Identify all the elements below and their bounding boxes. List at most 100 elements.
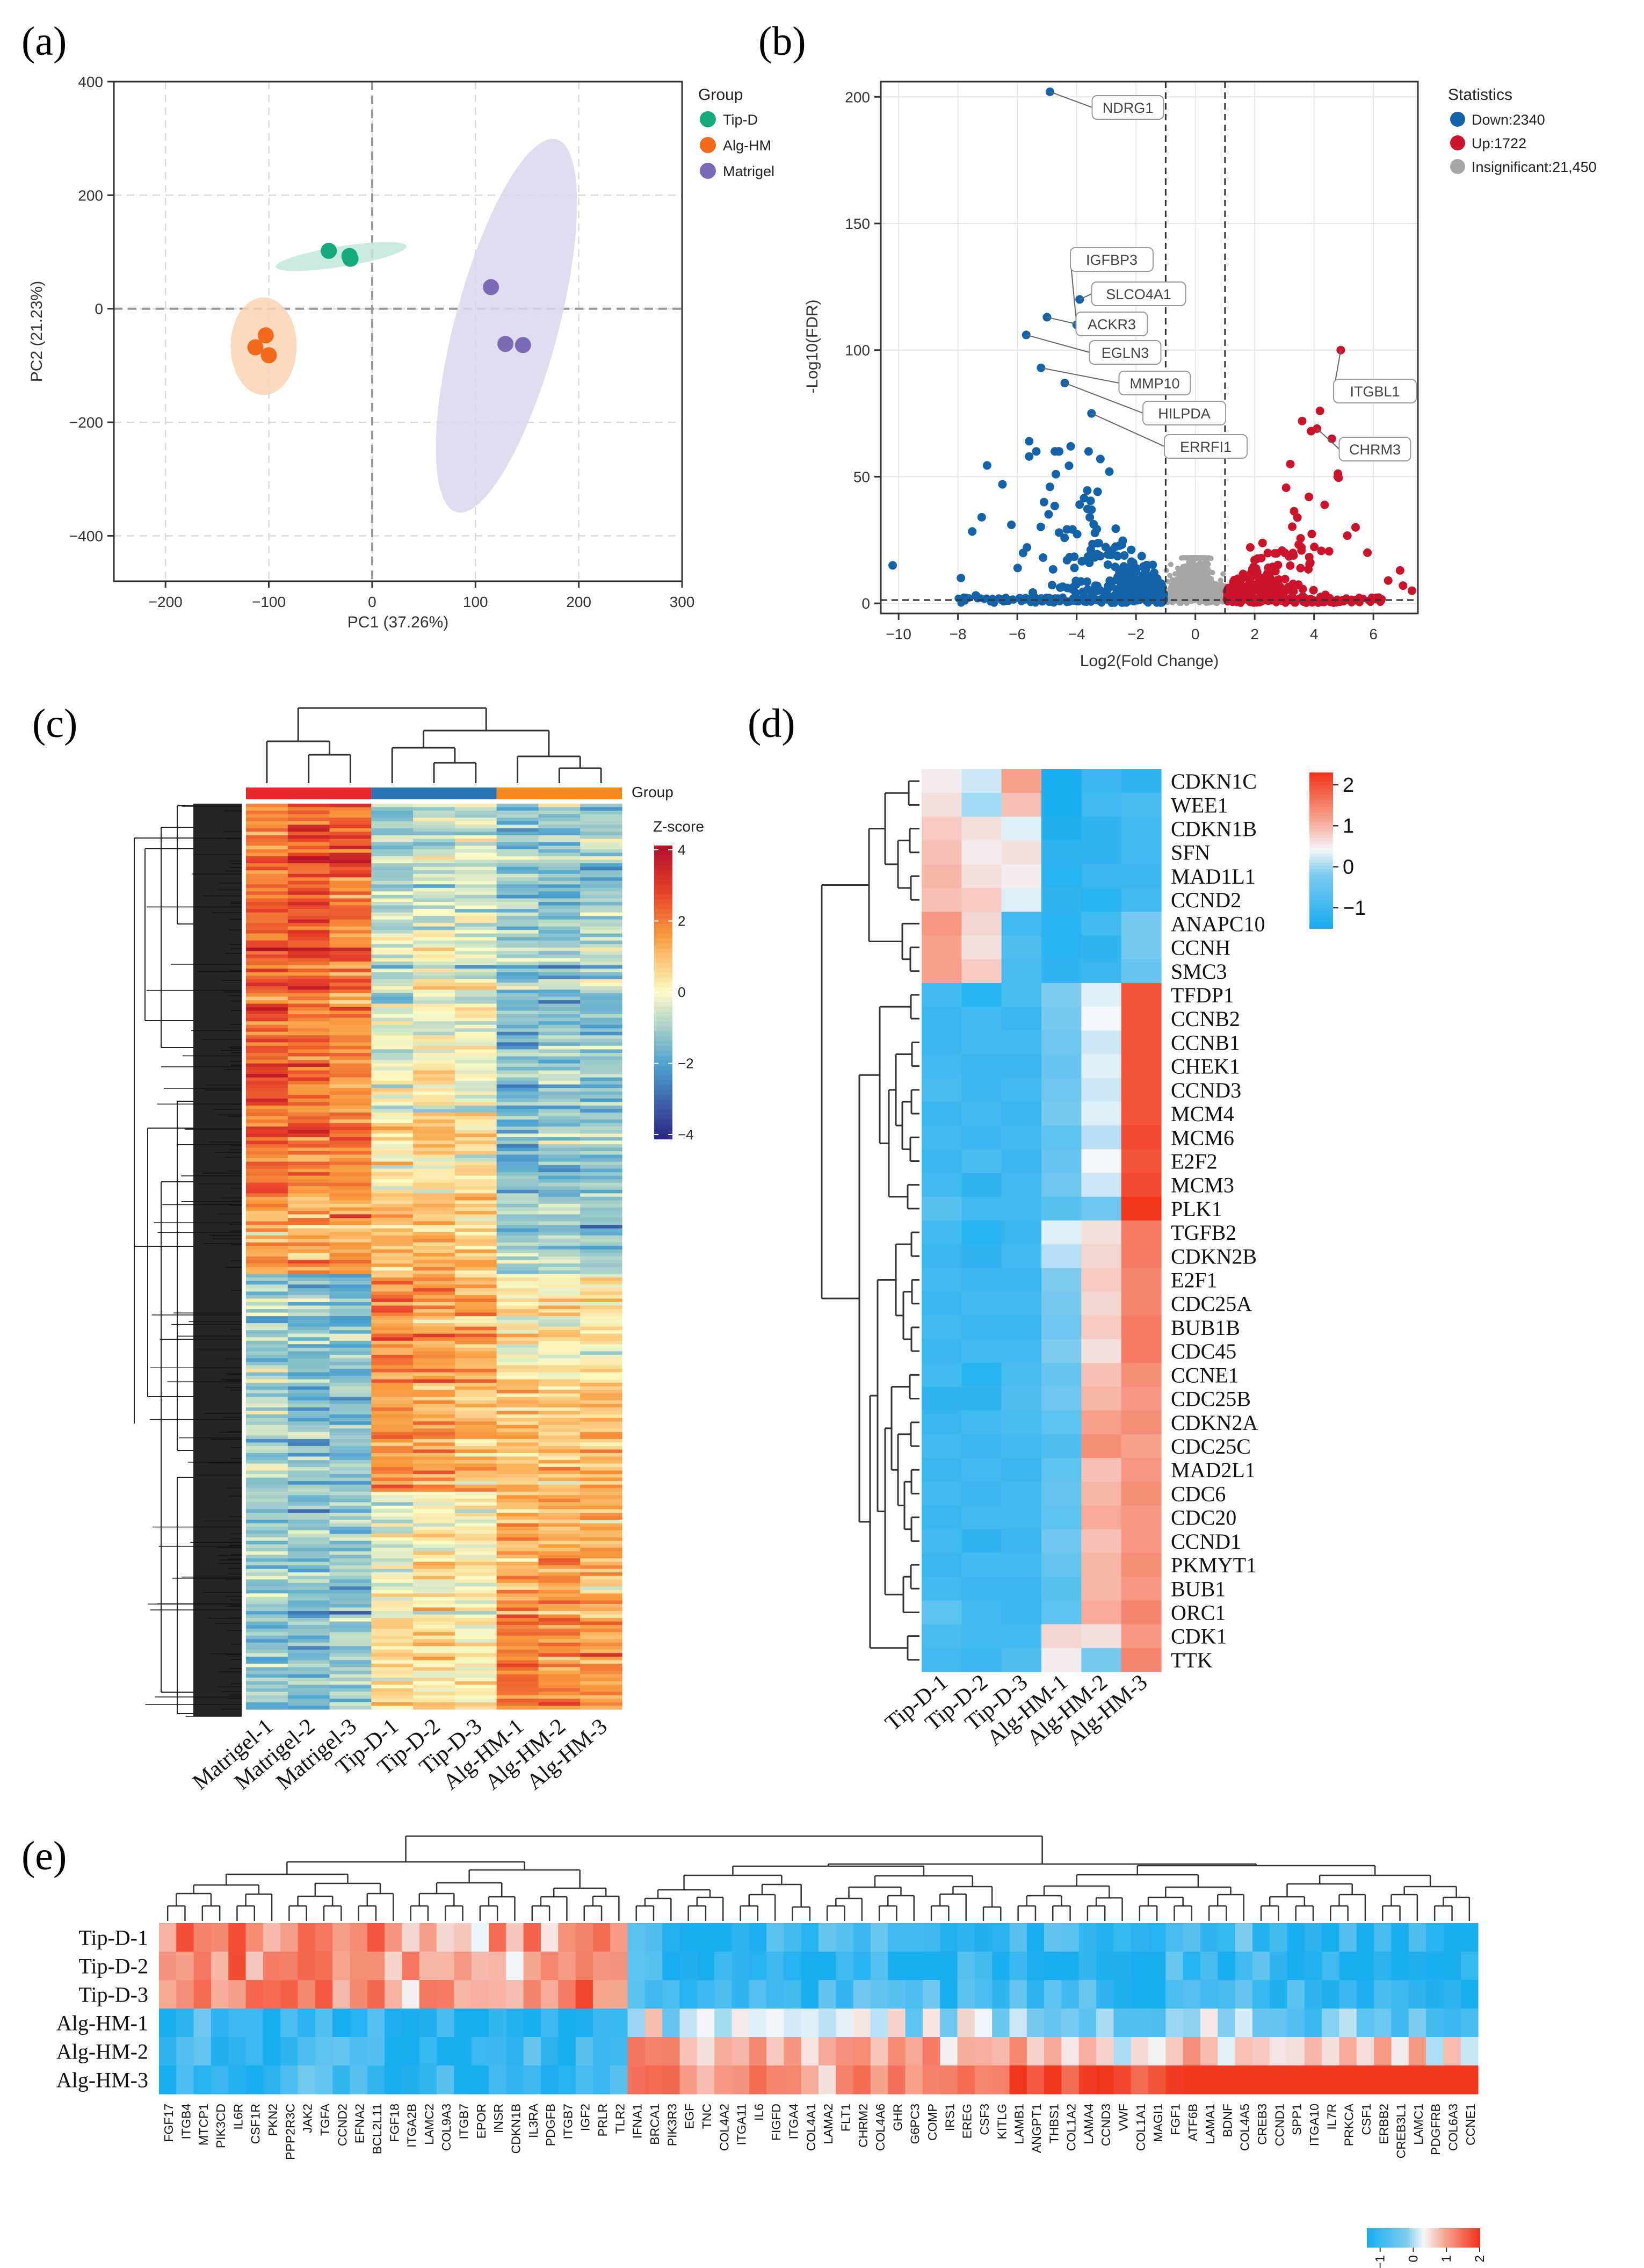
c-heatmap-cell <box>454 1235 497 1239</box>
c-heatmap-cell <box>538 1470 581 1475</box>
c-heatmap-cell <box>580 1674 622 1678</box>
c-heatmap-cell <box>454 1653 497 1657</box>
c-heatmap-cell <box>287 993 330 998</box>
panel-e-heatmap: Tip-D-1Tip-D-2Tip-D-3Alg-HM-1Alg-HM-2Alg… <box>56 1835 1487 2268</box>
c-heatmap-cell <box>329 835 372 839</box>
c-heatmap-cell <box>329 912 372 916</box>
c-heatmap-cell <box>413 1330 455 1334</box>
d-heatmap-cell <box>1121 983 1162 1007</box>
d-heatmap-cell <box>1121 1410 1162 1435</box>
c-heatmap-cell <box>246 1653 288 1657</box>
d-row-dendrogram <box>821 780 919 1661</box>
d-heatmap-cell <box>1041 1007 1082 1031</box>
c-heatmap-cell <box>371 894 414 899</box>
c-heatmap-cell <box>329 884 372 889</box>
c-heatmap-cell <box>413 1119 455 1124</box>
c-heatmap-cell <box>287 1333 330 1338</box>
c-heatmap-cell <box>538 1699 581 1703</box>
d-heatmap-cell <box>1081 1482 1122 1506</box>
c-heatmap-cell <box>329 1091 372 1095</box>
c-heatmap-cell <box>413 1597 455 1601</box>
c-heatmap-cell <box>454 1474 497 1478</box>
c-heatmap-cell <box>329 1288 372 1292</box>
c-heatmap-cell <box>413 919 455 923</box>
c-heatmap-cell <box>538 1442 581 1447</box>
c-heatmap-cell <box>496 1028 539 1032</box>
d-heatmap-cell <box>961 1315 1002 1340</box>
c-heatmap-cell <box>246 1551 288 1556</box>
c-heatmap-cell <box>287 1639 330 1643</box>
c-heatmap-cell <box>246 1439 288 1443</box>
c-heatmap-cell <box>287 1505 330 1510</box>
c-heatmap-cell <box>454 1600 497 1605</box>
c-heatmap-cell <box>246 1467 288 1471</box>
c-heatmap-cell <box>496 821 539 825</box>
c-heatmap-cell <box>538 1277 581 1282</box>
c-heatmap-cell <box>329 1165 372 1169</box>
c-heatmap-cell <box>538 1130 581 1134</box>
c-heatmap-cell <box>454 1193 497 1197</box>
c-heatmap-cell <box>580 1081 622 1085</box>
c-heatmap-cell <box>538 1045 581 1050</box>
c-heatmap-cell <box>287 1421 330 1426</box>
volcano-point-down <box>1111 524 1120 533</box>
d-colorbar-tick-label: −1 <box>1343 897 1366 920</box>
c-heatmap-cell <box>413 933 455 937</box>
c-heatmap-cell <box>246 1319 288 1324</box>
c-heatmap-cell <box>329 1685 372 1689</box>
c-heatmap-cell <box>538 1498 581 1503</box>
volcano-y-tick-label: 200 <box>845 89 870 105</box>
c-heatmap-cell <box>329 1133 372 1138</box>
c-heatmap-cell <box>538 1056 581 1060</box>
c-heatmap-cell <box>580 993 622 998</box>
d-heatmap-cell <box>1081 1552 1122 1577</box>
c-heatmap-cell <box>580 1168 622 1173</box>
d-gene-label: MCM4 <box>1171 1102 1234 1126</box>
c-heatmap-cell <box>413 863 455 868</box>
d-heatmap-cell <box>1041 817 1082 841</box>
c-heatmap-cell <box>538 1196 581 1201</box>
c-heatmap-cell <box>371 1232 414 1236</box>
c-heatmap-cell <box>580 1281 622 1285</box>
c-heatmap-cell <box>371 1003 414 1008</box>
pca-plot-frame <box>113 81 683 582</box>
c-heatmap-cell <box>246 891 288 895</box>
c-heatmap-cell <box>538 1505 581 1510</box>
d-heatmap-cell <box>1041 1268 1082 1292</box>
c-heatmap-cell <box>496 1372 539 1376</box>
c-heatmap-cell <box>538 1246 581 1250</box>
d-gene-label: MCM3 <box>1171 1173 1234 1197</box>
c-heatmap-cell <box>329 1007 372 1012</box>
c-heatmap-cell <box>371 962 414 966</box>
c-heatmap-cell <box>413 1316 455 1320</box>
pca-ellipse-tip-d <box>276 242 407 271</box>
c-heatmap-cell <box>246 958 288 962</box>
c-heatmap-cell <box>371 1010 414 1015</box>
c-heatmap-cell <box>413 1214 455 1218</box>
c-heatmap-cell <box>454 1130 497 1134</box>
c-heatmap-cell <box>287 1428 330 1433</box>
c-heatmap-cell <box>454 1439 497 1443</box>
c-heatmap-cell <box>287 1060 330 1064</box>
c-heatmap-cell <box>454 814 497 818</box>
c-heatmap-cell <box>454 1558 497 1563</box>
c-heatmap-cell <box>246 1095 288 1099</box>
c-heatmap-cell <box>538 1193 581 1197</box>
c-heatmap-cell <box>454 1628 497 1633</box>
c-heatmap-cell <box>329 1291 372 1296</box>
d-colorbar-step <box>1309 816 1333 820</box>
c-heatmap-cell <box>329 909 372 913</box>
c-heatmap-cell <box>371 1256 414 1261</box>
c-heatmap-cell <box>538 1530 581 1534</box>
c-heatmap-cell <box>329 1520 372 1524</box>
volcano-point-up <box>1307 530 1316 539</box>
c-heatmap-cell <box>329 1372 372 1376</box>
c-heatmap-cell <box>329 1137 372 1141</box>
c-heatmap-cell <box>538 1228 581 1232</box>
c-heatmap-cell <box>454 1681 497 1685</box>
c-heatmap-cell <box>371 1133 414 1138</box>
c-heatmap-cell <box>580 1421 622 1426</box>
c-heatmap-cell <box>287 1154 330 1159</box>
c-heatmap-cell <box>246 814 288 818</box>
c-heatmap-cell <box>413 1249 455 1254</box>
